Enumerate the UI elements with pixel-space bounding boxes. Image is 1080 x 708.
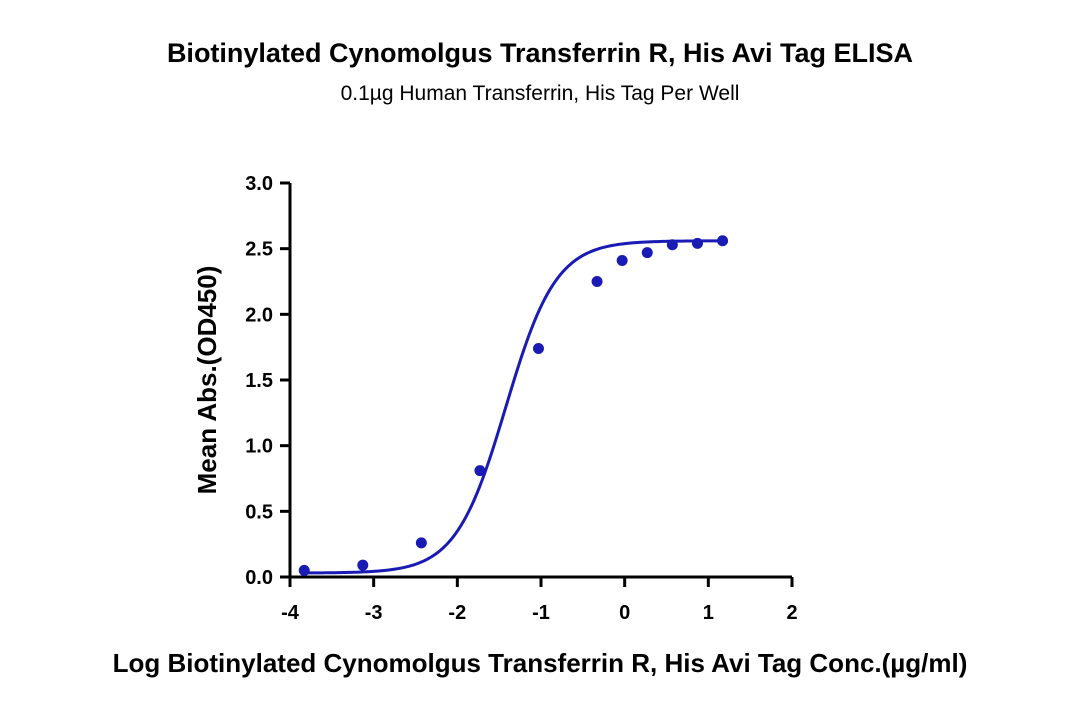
data-point (616, 254, 628, 266)
axes: 0.0 0.5 1.0 1.5 2.0 2.5 3.0 -4 -3 -2 -1 0 1 2 (245, 173, 797, 624)
fit-curve-layer (304, 239, 723, 575)
y-tick-label: 1.5 (245, 370, 273, 392)
y-tick-label: 2.0 (245, 304, 273, 326)
x-tick-label: 1 (703, 602, 714, 624)
data-point (641, 247, 653, 259)
data-point (532, 342, 544, 354)
data-point (717, 235, 729, 247)
data-point (691, 237, 703, 249)
y-tick-label: 3.0 (245, 173, 273, 195)
x-tick-label: -2 (448, 602, 466, 624)
fit-curve (304, 239, 723, 575)
y-tick-label: 0.5 (245, 501, 273, 523)
data-point (474, 465, 486, 477)
x-tick-label: -1 (532, 602, 550, 624)
y-tick-label: 0.0 (245, 567, 273, 589)
chart-subtitle: 0.1µg Human Transferrin, His Tag Per Wel… (341, 82, 740, 105)
data-point (415, 537, 427, 549)
x-tick-label: 0 (619, 602, 630, 624)
x-tick-label: -3 (365, 602, 383, 624)
y-tick-label: 1.0 (245, 436, 273, 458)
chart-title: Biotinylated Cynomolgus Transferrin R, H… (167, 38, 913, 68)
x-axis-label: Log Biotinylated Cynomolgus Transferrin … (113, 648, 968, 678)
y-axis-label: Mean Abs.(OD450) (192, 266, 222, 495)
x-tick-label: -4 (281, 602, 300, 624)
y-tick-label: 2.5 (245, 239, 273, 261)
data-point (666, 239, 678, 251)
data-point (298, 564, 310, 576)
data-points-layer (298, 235, 729, 576)
data-point (357, 559, 369, 571)
data-point (591, 276, 603, 287)
x-tick-label: 2 (786, 602, 797, 624)
